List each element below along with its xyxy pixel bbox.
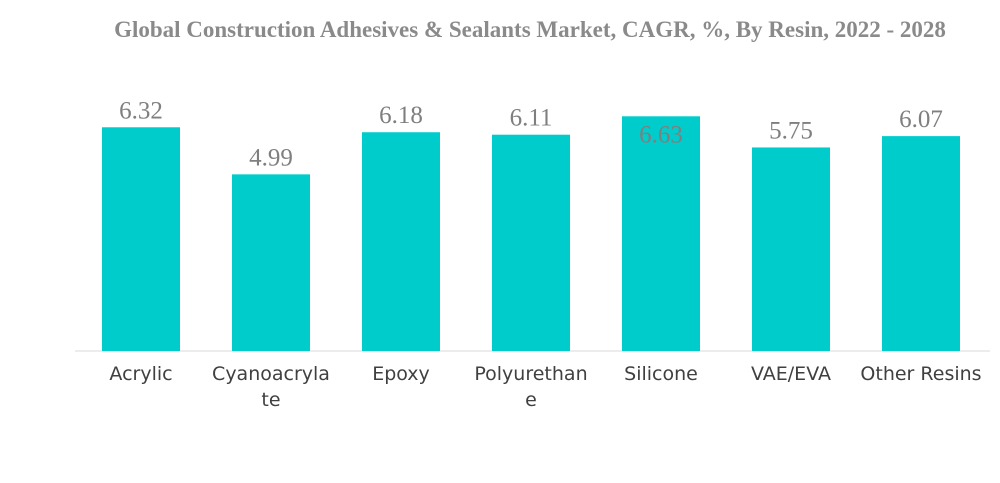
data-label: 5.75 (769, 117, 813, 144)
category-tick-label: Epoxy (372, 363, 430, 385)
bar-cyanoacrylate (232, 174, 310, 351)
bar-epoxy (362, 132, 440, 351)
category-tick-label: Acrylic (109, 363, 172, 385)
category-tick-label: Cyanoacryla (212, 363, 330, 385)
data-label: 6.18 (379, 102, 423, 129)
bar-vae-eva (752, 147, 830, 351)
data-label: 6.07 (899, 106, 943, 133)
category-tick-label: VAE/EVA (751, 363, 831, 385)
data-label: 4.99 (249, 144, 293, 171)
bar-silicone (622, 116, 700, 351)
chart-title: Global Construction Adhesives & Sealants… (114, 17, 946, 42)
category-tick-label: Polyurethan (474, 363, 587, 385)
bar-other-resins (882, 136, 960, 351)
data-label: 6.11 (510, 105, 553, 132)
data-label: 6.32 (119, 97, 163, 124)
category-tick-label: e (525, 389, 537, 411)
data-label: 6.63 (639, 121, 683, 148)
bar-acrylic (102, 127, 180, 351)
category-tick-label: te (261, 389, 280, 411)
category-tick-label: Other Resins (860, 363, 981, 385)
category-tick-label: Silicone (624, 363, 698, 385)
bar-polyurethane (492, 134, 570, 351)
